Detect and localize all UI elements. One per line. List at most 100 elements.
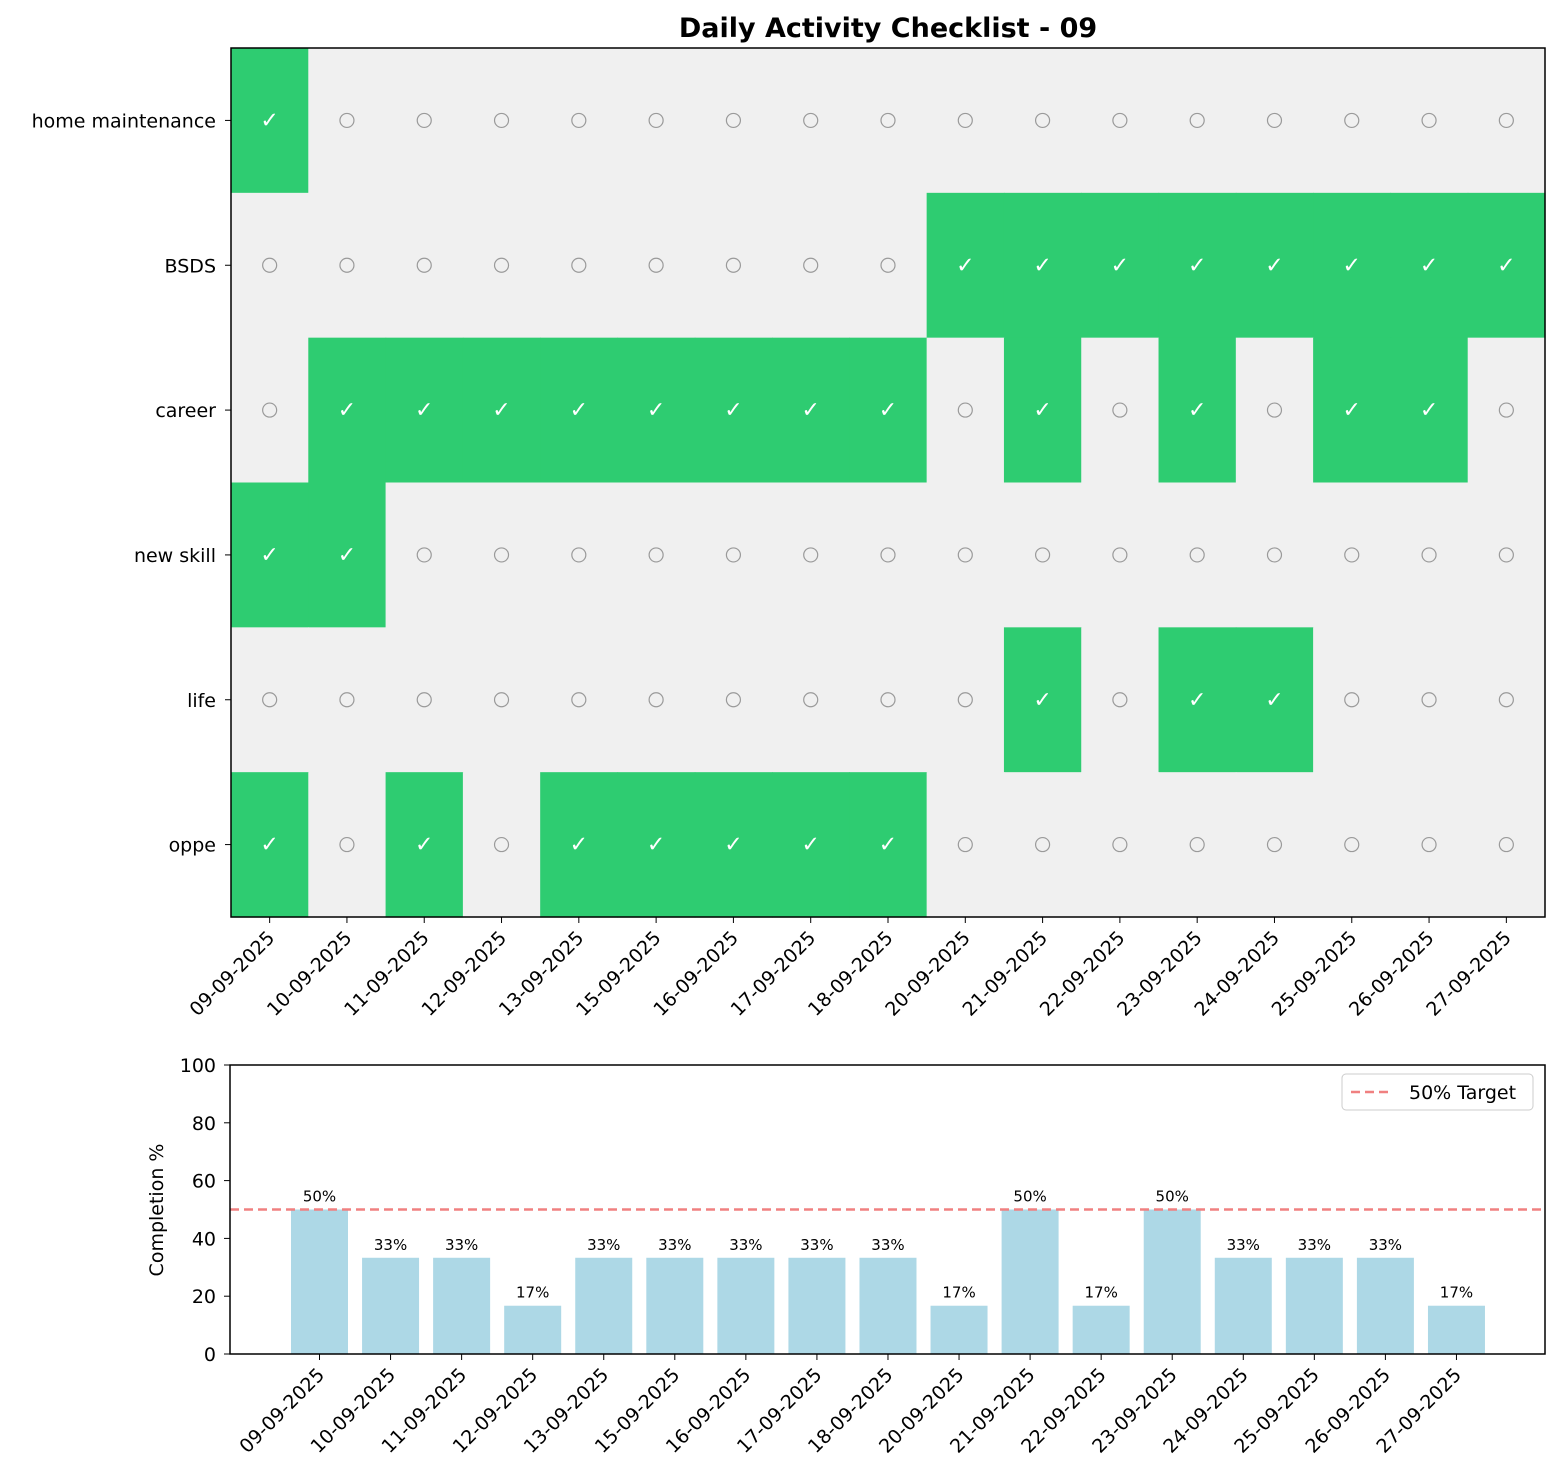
completion-bar (1143, 1209, 1201, 1354)
heatmap-cell (1390, 482, 1469, 628)
heatmap-cell (308, 482, 387, 628)
open-circle-mark (571, 692, 587, 708)
check-mark: ✓ (1033, 688, 1051, 713)
open-circle-mark (493, 112, 510, 129)
heatmap-cell (1467, 772, 1546, 918)
open-circle-mark (416, 692, 432, 708)
open-circle-mark (1344, 112, 1360, 129)
heatmap-cell (1390, 48, 1469, 194)
open-circle-mark (725, 692, 742, 708)
open-circle-mark (1034, 112, 1051, 129)
check-mark: ✓ (724, 398, 742, 423)
heatmap-cell (1467, 627, 1546, 773)
heatmap-cell (308, 772, 387, 918)
chart-title: Daily Activity Checklist - 09 (679, 13, 1097, 44)
heatmap-cell (308, 627, 387, 773)
open-circle-mark (339, 836, 355, 853)
bar-value-label: 17% (516, 1284, 549, 1302)
open-circle-mark (725, 112, 742, 129)
open-circle-mark (1498, 112, 1514, 129)
heatmap-cell (1081, 772, 1160, 918)
bar-value-label: 17% (1440, 1284, 1473, 1302)
heatmap-cell (1390, 627, 1469, 773)
heatmap-cell (694, 482, 773, 628)
completion-bar (362, 1257, 420, 1354)
heatmap-cell (462, 627, 541, 773)
heatmap-cell (1313, 337, 1392, 484)
bar-frame (229, 1064, 1546, 1355)
heatmap-cell (231, 482, 309, 628)
heatmap-cell (1003, 192, 1082, 339)
heatmap-cell (1158, 192, 1237, 339)
check-mark: ✓ (1188, 688, 1206, 713)
heatmap-cell (1158, 772, 1237, 918)
heatmap-cell (926, 337, 1005, 484)
heatmap-cell (926, 192, 1005, 339)
bar-value-label: 33% (1227, 1236, 1260, 1254)
heatmap-cell (1313, 627, 1392, 773)
heatmap-cell (231, 337, 309, 484)
bar-value-label: 33% (871, 1236, 904, 1254)
row-label: oppe (169, 835, 216, 857)
open-circle-mark (571, 112, 587, 129)
row-label: career (155, 400, 216, 422)
heatmap-cell (462, 337, 541, 484)
heatmap-cell (1158, 627, 1237, 773)
open-circle-mark (1112, 692, 1128, 708)
heatmap-cell (540, 192, 619, 339)
heatmap-cell (1467, 482, 1546, 628)
open-circle-mark (725, 547, 742, 563)
bar-value-label: 33% (445, 1236, 478, 1254)
open-circle-mark (648, 692, 664, 708)
check-mark: ✓ (801, 833, 819, 858)
check-mark: ✓ (1420, 398, 1438, 423)
open-circle-mark (1112, 402, 1128, 418)
heatmap-cell (1081, 627, 1160, 773)
heatmap-cell (694, 48, 773, 194)
open-circle-mark (416, 257, 432, 273)
heatmap-cell (385, 772, 464, 918)
heatmap-cell (694, 337, 773, 484)
bar-value-label: 17% (1084, 1284, 1117, 1302)
heatmap-cell (462, 48, 541, 194)
open-circle-mark (957, 402, 973, 418)
open-circle-mark (725, 257, 742, 273)
heatmap-cell (1313, 48, 1392, 194)
open-circle-mark (1498, 402, 1514, 418)
heatmap-cell (772, 337, 850, 484)
heatmap-cell (1158, 48, 1237, 194)
heatmap-cell (308, 192, 387, 339)
completion-bar (859, 1257, 917, 1354)
completion-bar (1072, 1305, 1130, 1354)
open-circle-mark (1112, 112, 1128, 129)
heatmap-cell (385, 482, 464, 628)
heatmap-cell (385, 337, 464, 484)
y-tick-label: 80 (192, 1113, 216, 1135)
check-mark: ✓ (1265, 688, 1283, 713)
open-circle-mark (1498, 547, 1514, 563)
heatmap-cell (385, 48, 464, 194)
check-mark: ✓ (415, 398, 433, 423)
heatmap-cell (540, 48, 619, 194)
row-label: home maintenance (32, 110, 216, 132)
completion-bar (1285, 1257, 1343, 1354)
row-label: life (187, 690, 216, 712)
open-circle-mark (416, 547, 432, 563)
check-mark: ✓ (1188, 253, 1206, 278)
heatmap-cell (617, 337, 696, 484)
heatmap-cell (1467, 48, 1546, 194)
heatmap-cell (1003, 48, 1082, 194)
open-circle-mark (803, 547, 819, 563)
completion-bar (1214, 1257, 1272, 1354)
heatmap-cell (1235, 772, 1314, 918)
check-mark: ✓ (724, 833, 742, 858)
heatmap-cell (462, 772, 541, 918)
completion-bar (1427, 1305, 1485, 1354)
open-circle-mark (1034, 547, 1051, 563)
check-mark: ✓ (956, 253, 974, 278)
open-circle-mark (1344, 692, 1360, 708)
heatmap-cell (617, 192, 696, 339)
heatmap-cell (1390, 772, 1469, 918)
check-mark: ✓ (647, 833, 665, 858)
check-mark: ✓ (338, 543, 356, 568)
